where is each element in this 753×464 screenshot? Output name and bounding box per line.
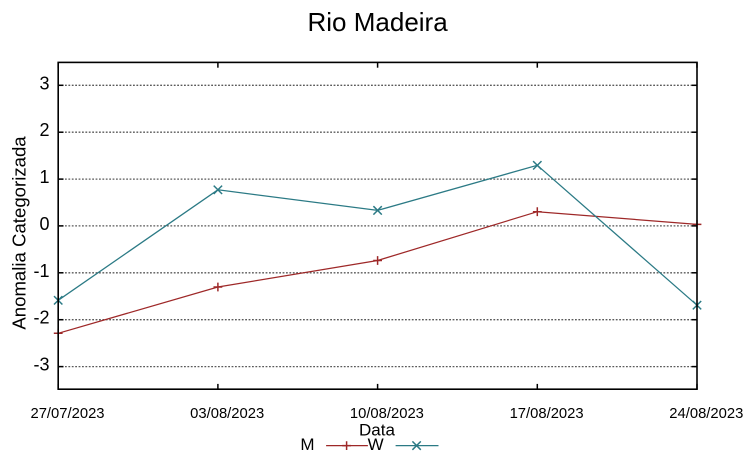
svg-text:27/07/2023: 27/07/2023 — [30, 406, 104, 422]
svg-text:2: 2 — [39, 120, 49, 140]
svg-text:W: W — [368, 435, 384, 454]
svg-text:17/08/2023: 17/08/2023 — [510, 406, 584, 422]
svg-text:3: 3 — [39, 73, 49, 93]
svg-text:Data: Data — [359, 421, 395, 440]
svg-text:Rio Madeira: Rio Madeira — [308, 7, 449, 37]
svg-text:Anomalia Categorizada: Anomalia Categorizada — [8, 136, 29, 330]
svg-text:24/08/2023: 24/08/2023 — [669, 406, 743, 422]
svg-text:03/08/2023: 03/08/2023 — [190, 406, 264, 422]
svg-text:10/08/2023: 10/08/2023 — [350, 406, 424, 422]
svg-text:0: 0 — [39, 214, 49, 234]
svg-text:-3: -3 — [33, 355, 49, 375]
svg-text:-1: -1 — [33, 261, 49, 281]
svg-text:M: M — [300, 435, 314, 454]
svg-text:1: 1 — [39, 167, 49, 187]
svg-text:-2: -2 — [33, 308, 49, 328]
